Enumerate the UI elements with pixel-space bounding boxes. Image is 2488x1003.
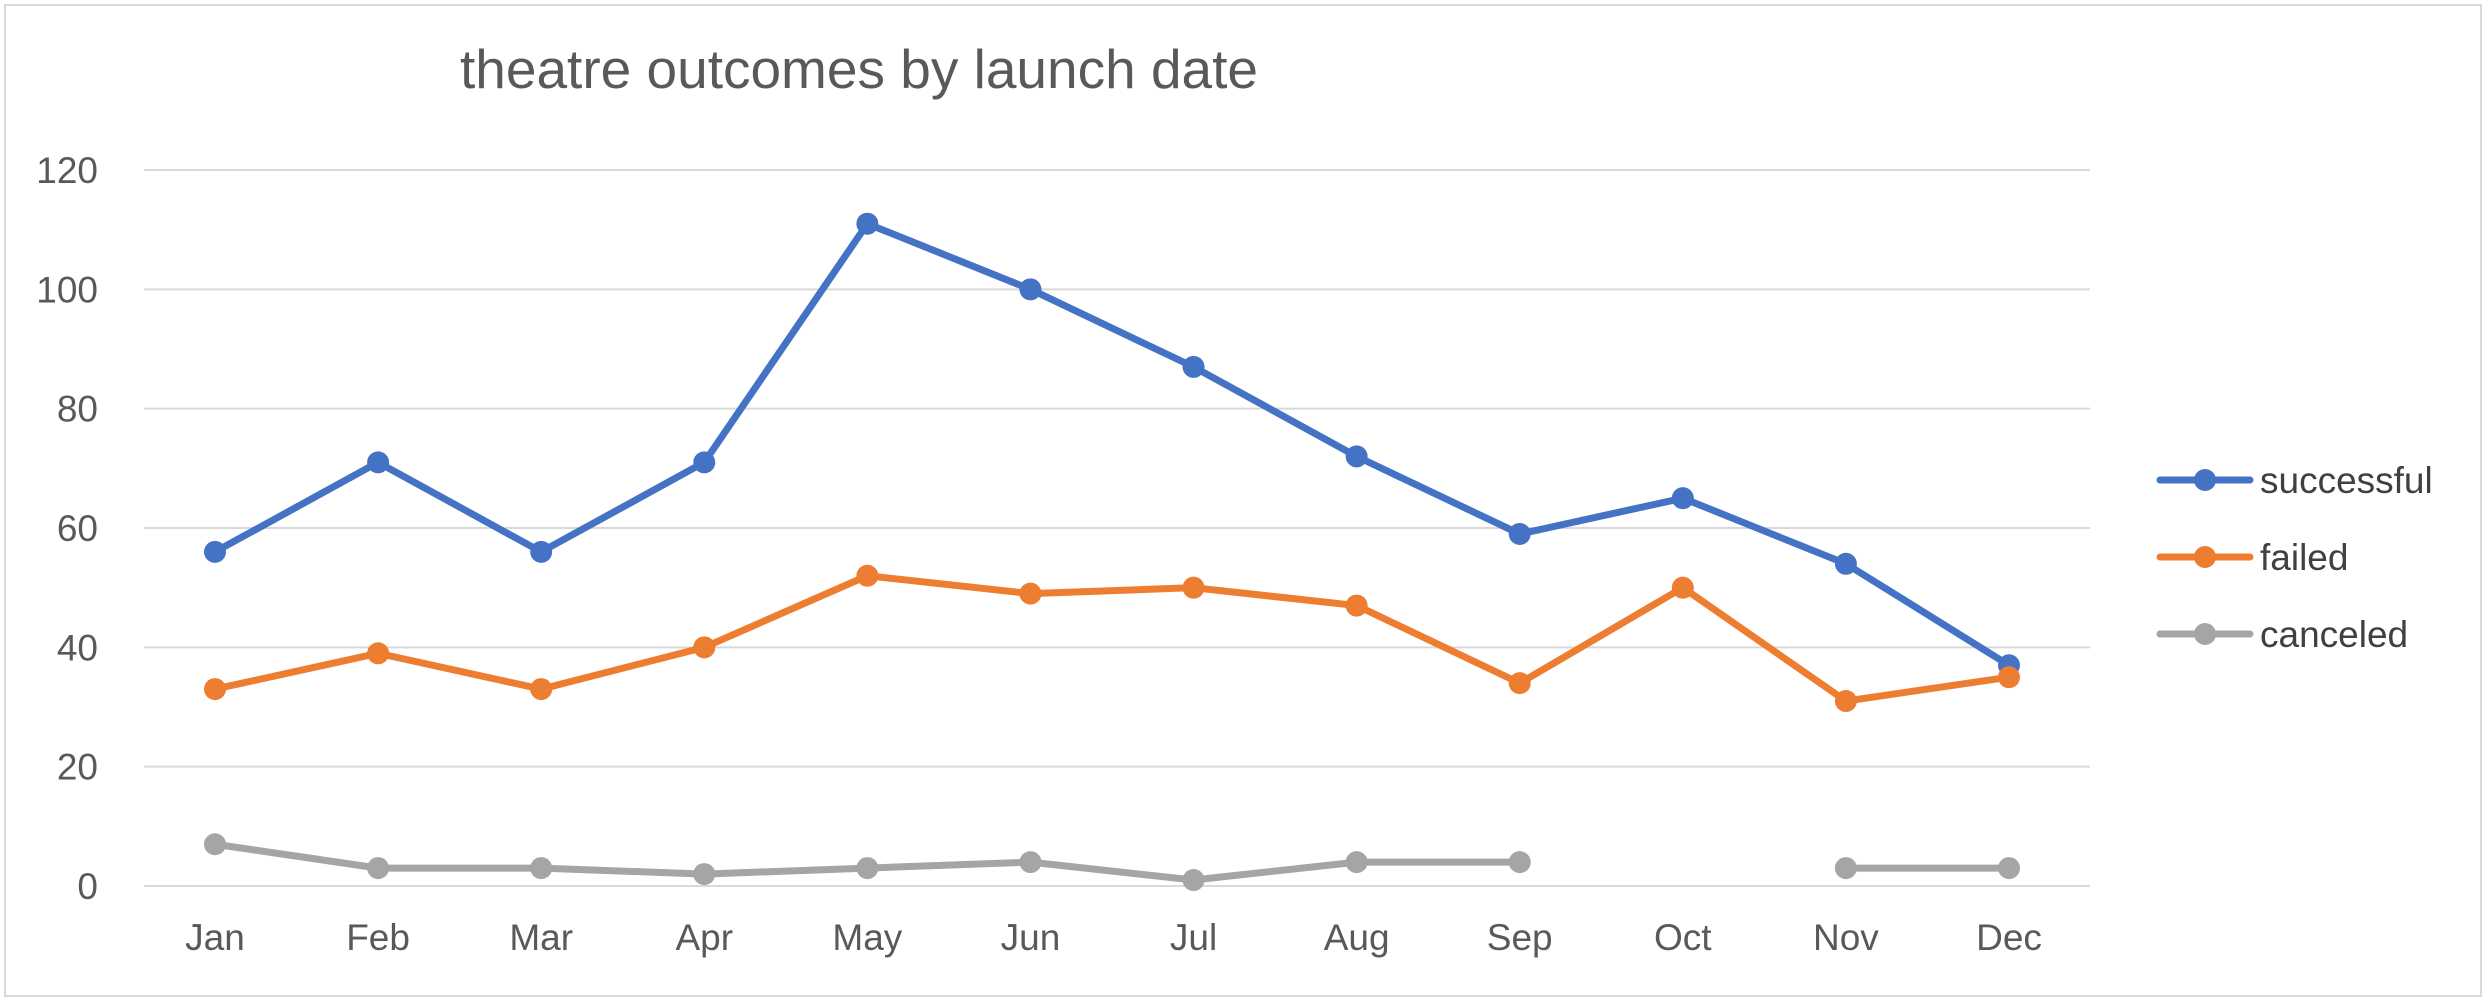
data-point-successful [1345,445,1368,468]
data-point-successful [1019,278,1042,301]
data-point-canceled [1019,851,1042,874]
data-point-canceled [1834,857,1857,880]
y-tick-label: 40 [57,627,98,668]
legend-swatch-marker [2194,469,2216,491]
data-point-successful [530,540,553,563]
data-point-canceled [367,857,390,880]
data-point-canceled [856,857,879,880]
series-successful [204,212,2020,677]
x-tick-label: Jun [1001,917,1061,958]
data-point-failed [1345,594,1368,617]
data-point-canceled [693,863,716,886]
data-point-failed [856,564,879,587]
x-tick-label: Jul [1170,917,1217,958]
data-point-canceled [1998,857,2020,880]
chart-title: theatre outcomes by launch date [460,38,1258,100]
data-point-successful [1508,522,1531,545]
y-tick-label: 0 [77,866,98,907]
legend-item-failed: failed [2156,537,2348,578]
gridlines [144,169,2090,887]
data-point-failed [693,636,716,659]
y-axis-labels: 0 20 40 60 80 100 120 [36,150,98,907]
series-group [204,212,2020,892]
data-point-failed [204,678,226,701]
data-point-successful [1671,487,1694,510]
data-point-successful [204,540,226,563]
data-point-canceled [1508,851,1531,874]
y-tick-label: 20 [57,747,98,788]
data-point-successful [1182,355,1205,378]
series-line-successful [211,220,2013,669]
legend-swatch-marker [2194,623,2216,645]
data-point-failed [367,642,390,665]
data-point-failed [1182,576,1205,599]
x-axis-labels: Jan Feb Mar Apr May Jun Jul Aug Sep Oct Nov Dec [185,917,2042,958]
y-tick-label: 80 [57,389,98,430]
legend-swatch-marker [2194,546,2216,568]
data-point-successful [856,212,879,235]
data-point-canceled [1345,851,1368,874]
legend-item-canceled: canceled [2156,614,2408,655]
data-point-failed [1019,582,1042,605]
x-tick-label: May [832,917,902,958]
data-point-failed [530,678,553,701]
x-tick-label: Dec [1976,917,2042,958]
legend-item-successful: successful [2156,460,2433,501]
legend-label: canceled [2260,614,2408,655]
x-tick-label: Nov [1813,917,1879,958]
x-tick-label: Oct [1654,917,1712,958]
series-failed [204,564,2020,713]
series-canceled [204,833,2020,892]
y-tick-label: 100 [36,269,98,310]
legend: successful failed canceled [2156,460,2433,655]
data-point-failed [1671,576,1694,599]
x-tick-label: Apr [675,917,733,958]
series-line-failed [211,572,2013,705]
data-point-successful [1834,552,1857,575]
y-tick-label: 120 [36,150,98,191]
data-point-successful [367,451,390,474]
x-tick-label: Mar [509,917,573,958]
legend-label: failed [2260,537,2348,578]
data-point-successful [693,451,716,474]
y-tick-label: 60 [57,508,98,549]
data-point-failed [1834,690,1857,713]
x-tick-label: Feb [346,917,410,958]
x-tick-label: Jan [185,917,245,958]
data-point-canceled [1182,869,1205,892]
data-point-canceled [530,857,553,880]
data-point-failed [1508,672,1531,695]
data-point-failed [1998,666,2020,689]
legend-label: successful [2260,460,2433,501]
x-tick-label: Sep [1487,917,1553,958]
data-point-canceled [204,833,226,856]
x-tick-label: Aug [1324,917,1390,958]
